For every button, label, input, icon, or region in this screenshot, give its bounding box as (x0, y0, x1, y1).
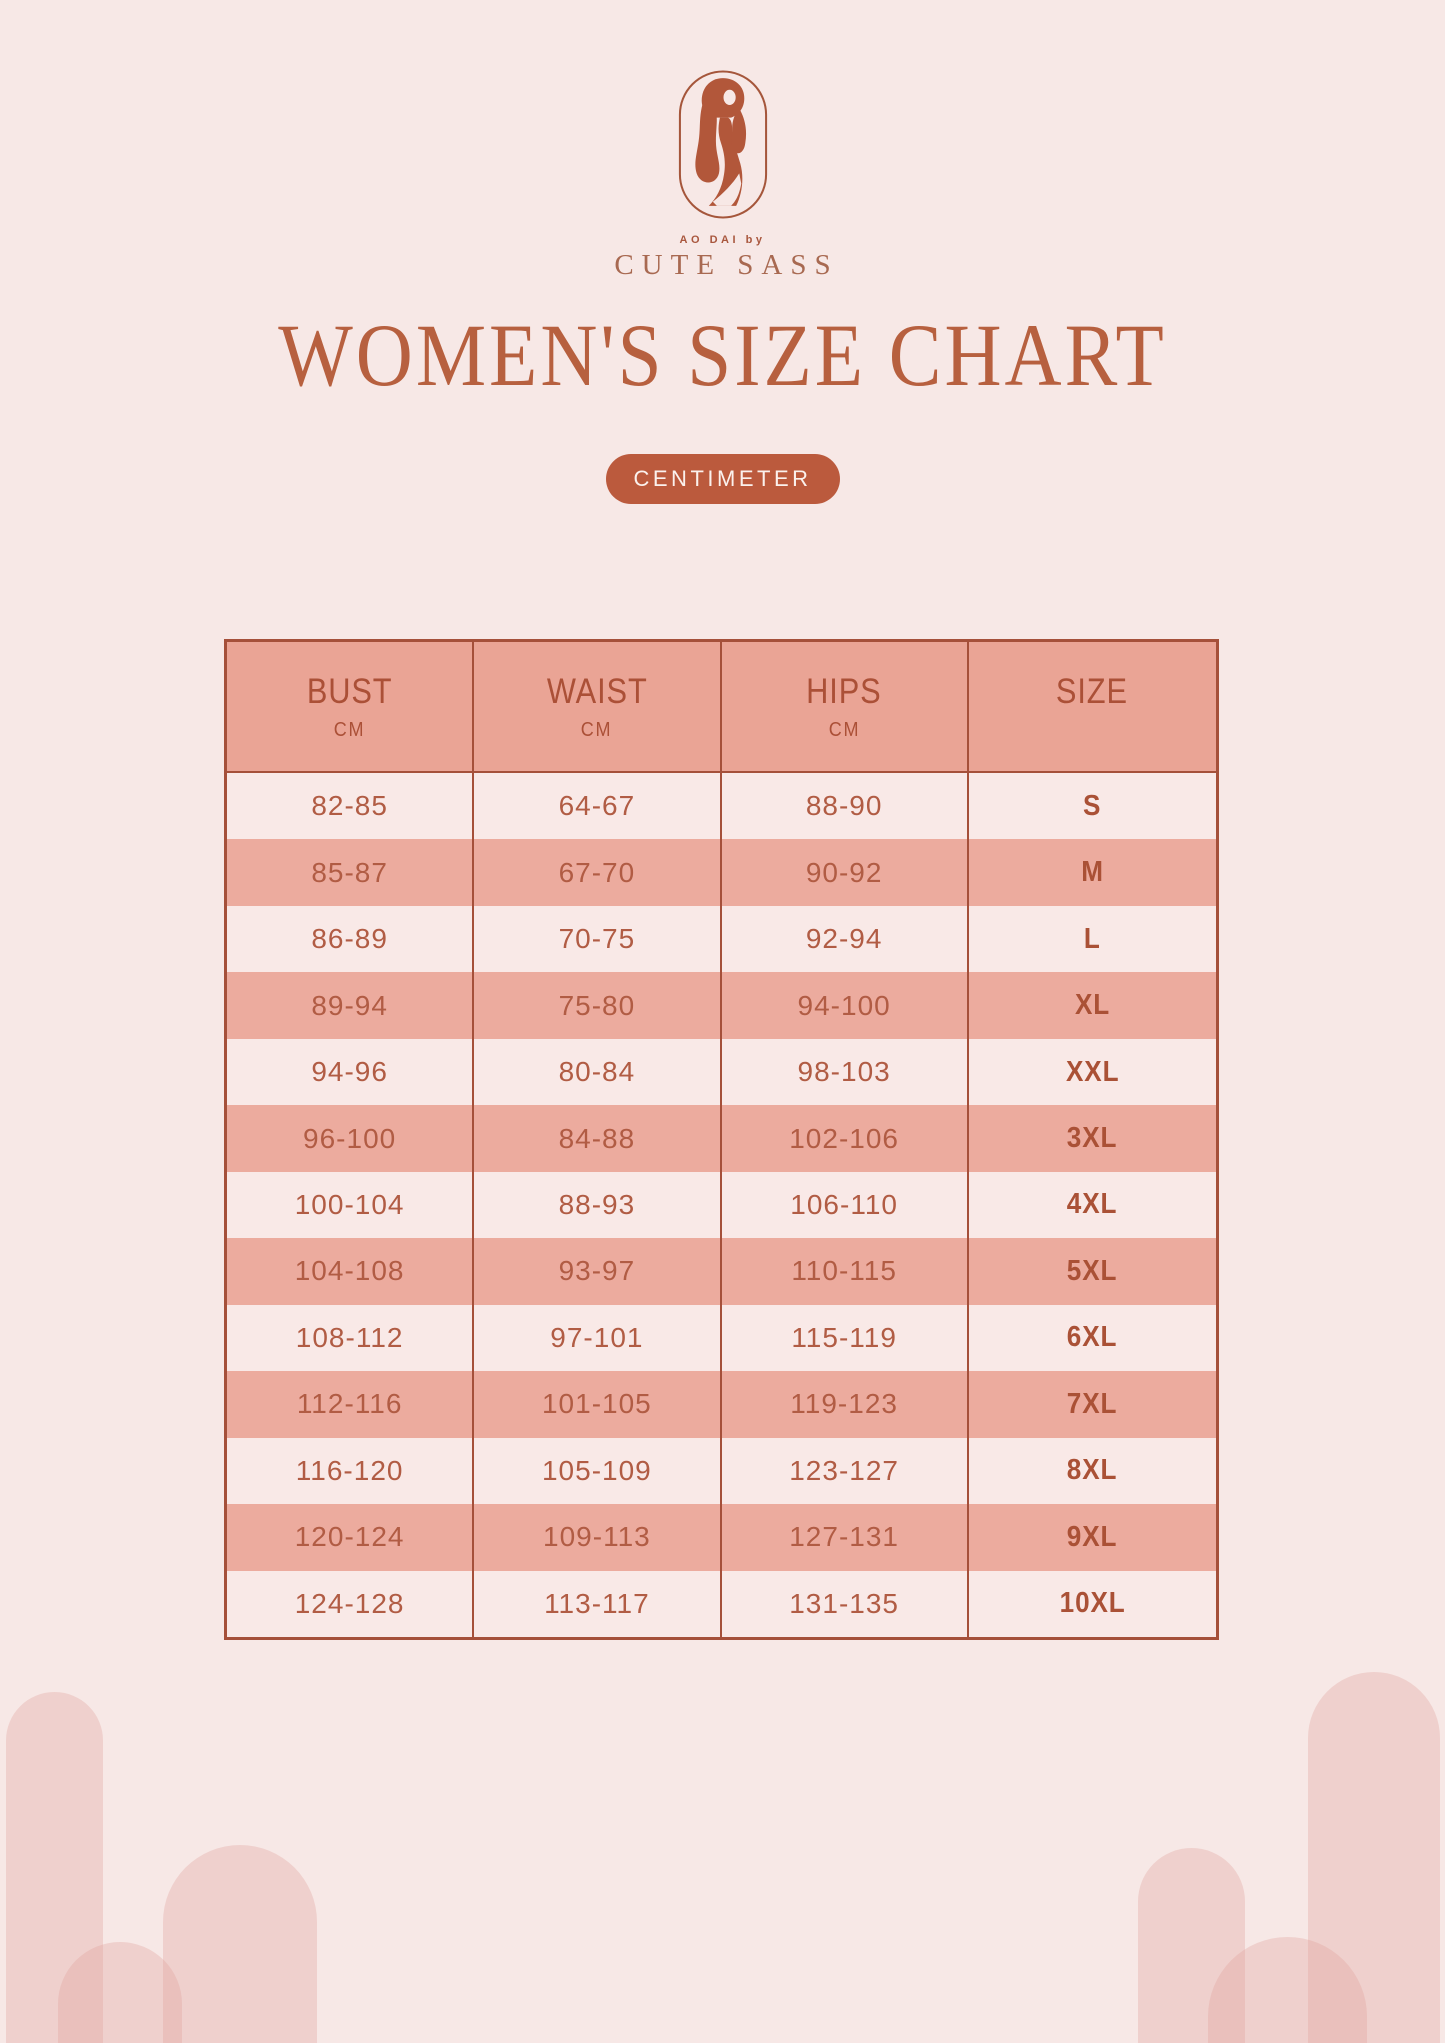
brand-logo: AO DAI by CUTE SASS (0, 70, 1445, 282)
header-label: WAIST (546, 671, 648, 711)
cell-waist: 97-101 (474, 1304, 722, 1372)
size-value: 9XL (1067, 1520, 1118, 1553)
size-value: M (1081, 856, 1104, 889)
brand-name: CUTE SASS (614, 249, 839, 281)
cell-bust: 112-116 (227, 1371, 475, 1438)
cell-bust: 86-89 (227, 905, 475, 973)
cell-hips: 119-123 (721, 1371, 969, 1438)
cell-waist: 88-93 (474, 1171, 722, 1239)
cell-size: S (969, 773, 1216, 839)
cell-size: M (968, 839, 1216, 906)
header-cell-bust: BUST CM (227, 642, 475, 773)
header-unit: CM (581, 718, 613, 741)
cell-size: XL (968, 972, 1216, 1039)
page-title: WOMEN'S SIZE CHART (278, 307, 1167, 406)
header-label: SIZE (1056, 671, 1129, 711)
cell-size: 10XL (969, 1571, 1216, 1637)
cell-size: 4XL (969, 1172, 1216, 1238)
cell-size: 7XL (968, 1371, 1216, 1438)
cell-hips: 90-92 (721, 839, 969, 906)
size-value: 7XL (1067, 1387, 1118, 1420)
cell-size: 8XL (969, 1438, 1216, 1504)
cell-waist: 105-109 (474, 1437, 722, 1505)
cell-size: 9XL (968, 1504, 1216, 1571)
cell-hips: 106-110 (722, 1171, 969, 1239)
cell-bust: 120-124 (227, 1504, 475, 1571)
decorative-arch (1308, 1672, 1440, 2043)
cell-size: 3XL (968, 1105, 1216, 1172)
cell-size: XXL (969, 1039, 1216, 1105)
cell-hips: 115-119 (722, 1304, 969, 1372)
cell-hips: 127-131 (721, 1504, 969, 1571)
cell-hips: 102-106 (721, 1105, 969, 1172)
decorative-arch (6, 1692, 103, 2043)
size-value: L (1083, 922, 1101, 955)
cell-bust: 96-100 (227, 1105, 475, 1172)
size-value: 8XL (1067, 1454, 1118, 1487)
size-value: XL (1074, 989, 1110, 1022)
cell-bust: 85-87 (227, 839, 475, 906)
cell-bust: 100-104 (227, 1171, 475, 1239)
cell-waist: 64-67 (474, 773, 722, 840)
cell-size: 6XL (969, 1305, 1216, 1371)
cell-bust: 108-112 (227, 1304, 475, 1372)
size-value: XXL (1065, 1055, 1120, 1088)
decorative-arch (58, 1942, 182, 2043)
decorative-arch (163, 1845, 317, 2043)
unit-badge: CENTIMETER (605, 454, 840, 504)
header-cell-hips: HIPS CM (721, 642, 969, 773)
cell-waist: 93-97 (474, 1238, 722, 1305)
cell-bust: 82-85 (227, 773, 475, 840)
cell-hips: 123-127 (722, 1437, 969, 1505)
header-unit: CM (828, 718, 860, 741)
size-value: 10XL (1059, 1587, 1126, 1620)
cell-waist: 113-117 (474, 1570, 722, 1637)
header-label: HIPS (806, 671, 882, 711)
cell-size: 5XL (968, 1238, 1216, 1305)
cell-waist: 70-75 (474, 905, 722, 973)
cell-size: L (969, 906, 1216, 972)
cell-waist: 101-105 (474, 1371, 722, 1438)
brand-tagline: AO DAI by (679, 234, 766, 246)
cell-hips: 94-100 (721, 972, 969, 1039)
size-value: S (1083, 789, 1102, 822)
cell-bust: 124-128 (227, 1570, 475, 1637)
size-value: 6XL (1067, 1321, 1118, 1354)
woman-aodai-logo-icon (678, 70, 767, 219)
header-cell-waist: WAIST CM (474, 642, 722, 773)
cell-hips: 131-135 (722, 1570, 969, 1637)
cell-waist: 80-84 (474, 1038, 722, 1106)
header-unit: CM (333, 718, 366, 741)
size-value: 3XL (1067, 1122, 1118, 1155)
header-cell-size: SIZE (968, 642, 1216, 773)
size-chart-table: BUST CM WAIST CM HIPS CM SIZE 82-85 64-6… (224, 639, 1219, 1640)
cell-hips: 110-115 (721, 1238, 969, 1305)
cell-bust: 94-96 (227, 1038, 475, 1106)
cell-hips: 98-103 (722, 1038, 969, 1106)
cell-waist: 109-113 (474, 1504, 722, 1571)
cell-bust: 116-120 (227, 1437, 475, 1505)
size-value: 5XL (1067, 1254, 1118, 1287)
cell-bust: 89-94 (227, 972, 475, 1039)
cell-waist: 67-70 (474, 839, 722, 906)
cell-waist: 84-88 (474, 1105, 722, 1172)
cell-hips: 88-90 (722, 773, 969, 840)
cell-waist: 75-80 (474, 972, 722, 1039)
cell-bust: 104-108 (227, 1238, 475, 1305)
size-value: 4XL (1067, 1188, 1118, 1221)
decorative-arch (1138, 1848, 1245, 2043)
header-label: BUST (306, 671, 393, 711)
cell-hips: 92-94 (722, 905, 969, 973)
